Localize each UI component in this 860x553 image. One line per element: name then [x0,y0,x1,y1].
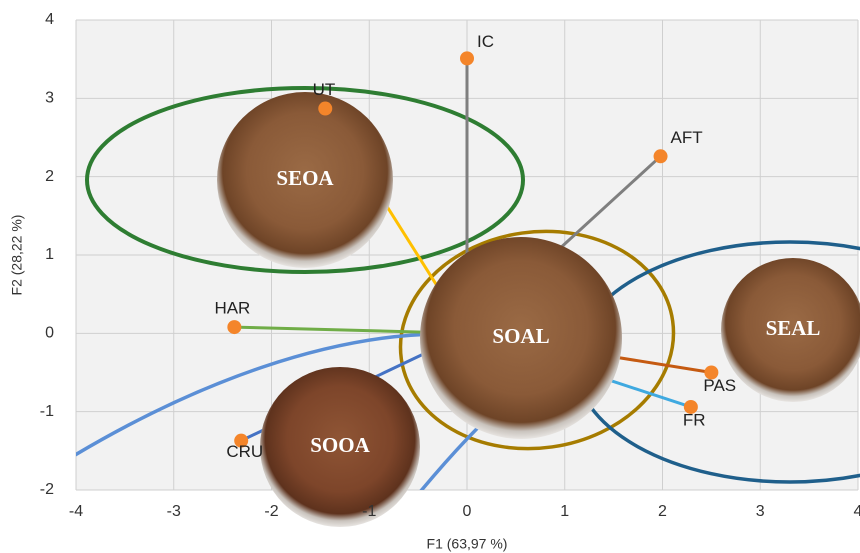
x-tick-label: -4 [69,503,83,520]
point [318,102,332,116]
point-label: FR [683,410,706,429]
x-tick-label: 0 [463,503,472,520]
x-tick-label: 1 [560,503,569,520]
point [227,320,241,334]
photo-label: SOOA [310,433,370,457]
photo-label: SEOA [276,166,334,190]
y-tick-label: 2 [45,168,54,185]
chart: SEOA SOAL SEAL SOOA IC UT AFT HAR PAS FR CRU F1 (… [0,0,860,553]
point-label: UT [313,80,336,99]
y-tick-label: 1 [45,246,54,263]
x-axis-title: F1 (63,97 %) [427,536,508,552]
point [654,149,668,163]
y-tick-label: 4 [45,11,54,28]
y-tick-label: -1 [40,403,54,420]
y-tick-label: -2 [40,481,54,498]
y-axis-title: F2 (28,22 %) [9,215,25,296]
point [460,51,474,65]
x-tick-label: -1 [362,503,376,520]
point-label: PAS [703,376,736,395]
point-label: AFT [671,128,703,147]
x-tick-label: -2 [264,503,278,520]
photo-label: SOAL [492,324,549,348]
x-tick-label: 3 [756,503,765,520]
photo-label: SEAL [766,316,821,340]
x-tick-label: -3 [167,503,181,520]
point-label: CRU [226,442,263,461]
point-label: IC [477,32,494,51]
x-tick-label: 2 [658,503,667,520]
point-label: HAR [214,299,250,318]
y-tick-label: 3 [45,90,54,107]
x-tick-label: 4 [854,503,860,520]
y-tick-label: 0 [45,325,54,342]
